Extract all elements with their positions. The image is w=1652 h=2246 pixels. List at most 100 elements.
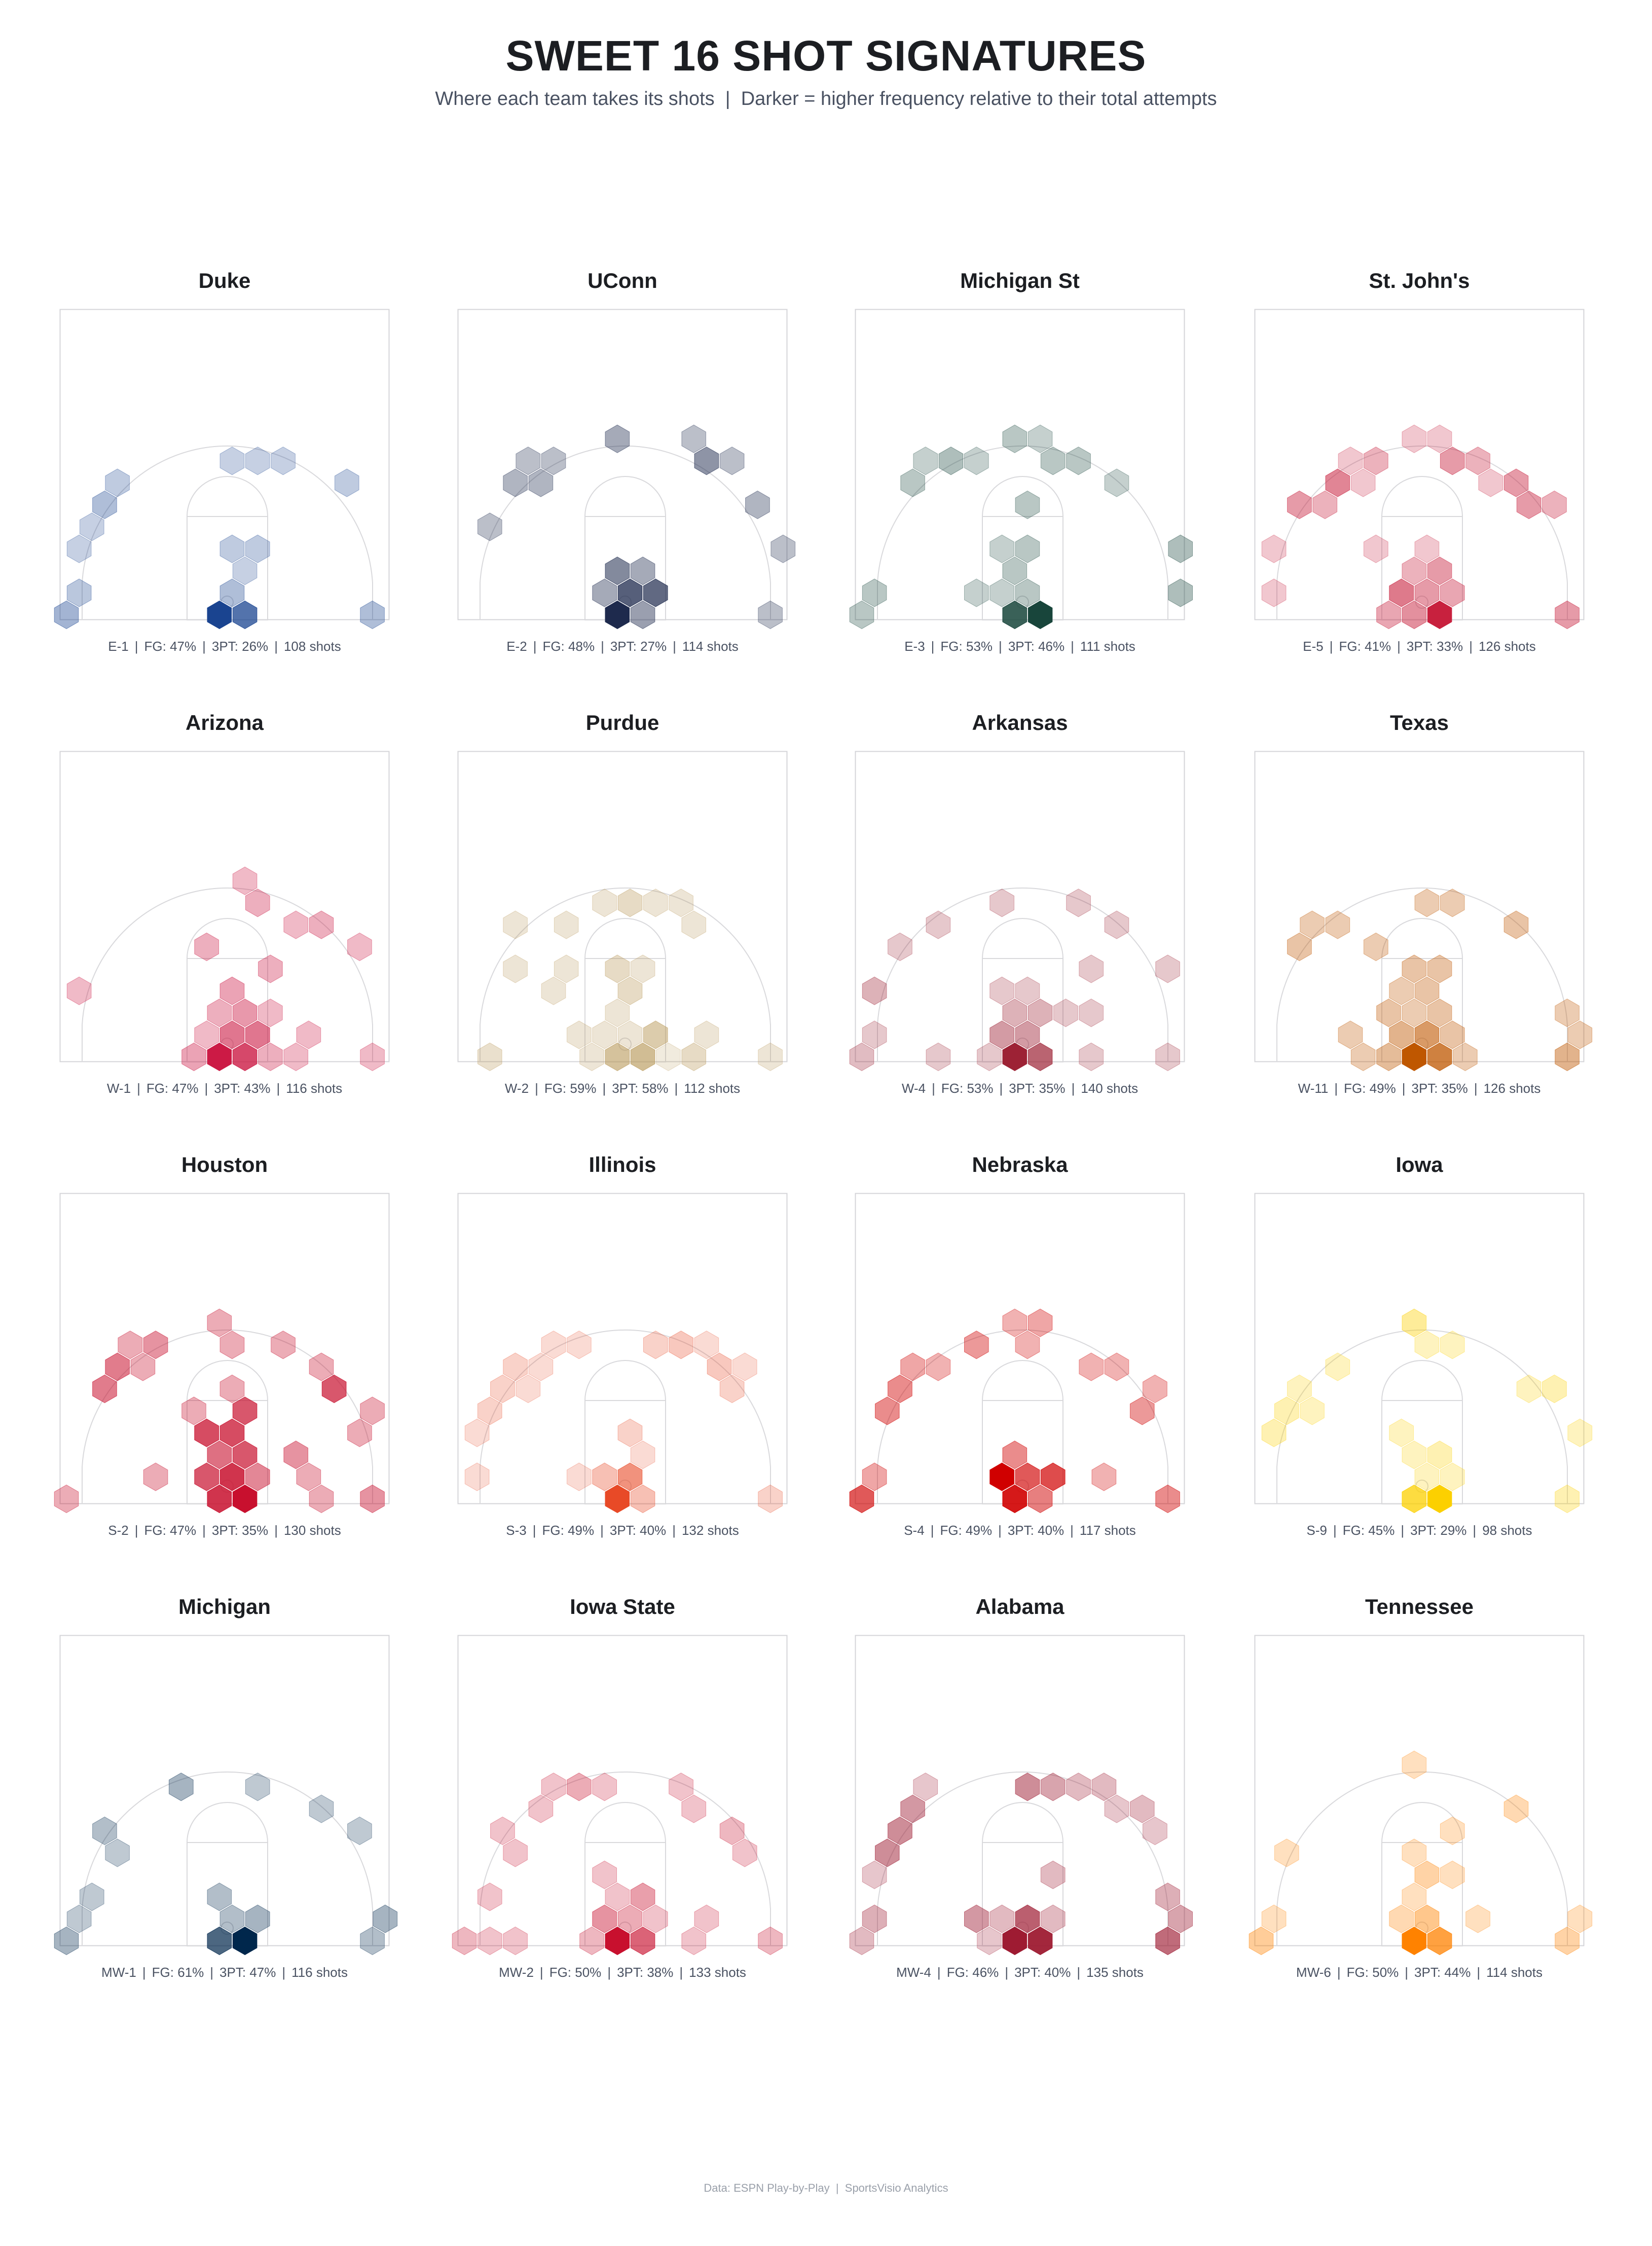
hex-bin bbox=[66, 1904, 92, 1933]
hex-bin bbox=[732, 1352, 757, 1381]
hex-bin bbox=[360, 1396, 385, 1425]
hex-bin bbox=[1027, 424, 1053, 453]
separator: | bbox=[1401, 1523, 1405, 1538]
hex-bin bbox=[1402, 999, 1427, 1027]
three-point-line bbox=[480, 445, 771, 620]
hex-bin bbox=[271, 447, 296, 475]
hex-bin bbox=[900, 468, 925, 497]
hex-bin bbox=[258, 1042, 283, 1072]
hex-bin bbox=[207, 600, 232, 630]
hex-bin bbox=[1155, 1926, 1180, 1956]
three-pt-label: 3PT: bbox=[1414, 1965, 1441, 1980]
hex-bin bbox=[207, 999, 232, 1027]
hex-bin bbox=[194, 1020, 219, 1049]
hex-bin bbox=[1104, 1794, 1129, 1823]
hex-bin bbox=[1364, 932, 1388, 962]
hex-bin bbox=[490, 1816, 515, 1846]
hex-bin bbox=[1427, 954, 1452, 983]
hex-bin bbox=[232, 866, 258, 895]
court-hexbin-plot bbox=[849, 309, 1193, 630]
separator: | bbox=[1397, 639, 1401, 654]
fg-value: 49% bbox=[966, 1523, 993, 1538]
hex-bin bbox=[900, 1352, 925, 1381]
three-point-line bbox=[877, 445, 1168, 620]
hex-bin bbox=[335, 468, 359, 497]
hex-bin bbox=[849, 1926, 874, 1956]
hex-bin bbox=[1414, 578, 1440, 607]
separator: | bbox=[1077, 1965, 1081, 1980]
hex-bin bbox=[1143, 1374, 1167, 1404]
hex-bin bbox=[913, 1773, 938, 1801]
separator: | bbox=[998, 1523, 1002, 1538]
court-hexbin-plot bbox=[1249, 1635, 1593, 1956]
hex-bin bbox=[875, 1838, 900, 1867]
hex-bin bbox=[1440, 1860, 1465, 1889]
hex-bin bbox=[1040, 1462, 1066, 1491]
hex-bin bbox=[1427, 999, 1452, 1027]
shots-value: 140 bbox=[1081, 1081, 1103, 1096]
three-point-line bbox=[480, 887, 771, 1062]
court-hexbin-plot bbox=[1254, 309, 1585, 630]
hex-bin bbox=[54, 600, 79, 630]
hex-bin bbox=[875, 1396, 900, 1425]
team-stats-caption: MW-6 | FG: 50% | 3PT: 44% | 114 shots bbox=[1224, 1965, 1614, 1980]
hex-bin bbox=[92, 490, 117, 520]
hex-bin bbox=[1427, 424, 1452, 453]
hex-bin bbox=[567, 1462, 592, 1491]
team-name: Michigan St bbox=[960, 269, 1080, 292]
hex-bin bbox=[1287, 490, 1312, 520]
hex-bin bbox=[1338, 447, 1363, 475]
hex-bin bbox=[1440, 1462, 1465, 1491]
separator: | bbox=[999, 639, 1002, 654]
hex-bin bbox=[1440, 1331, 1465, 1359]
free-throw-circle bbox=[982, 1802, 1063, 1843]
hex-bin bbox=[630, 1042, 655, 1072]
court-hexbin-plot bbox=[849, 1635, 1193, 1956]
hex-bin bbox=[592, 1020, 617, 1049]
hex-bin bbox=[1414, 1020, 1440, 1049]
hex-bin bbox=[926, 1352, 951, 1381]
separator: | bbox=[282, 1965, 286, 1980]
separator: | bbox=[539, 1965, 543, 1980]
hex-bin bbox=[643, 1904, 668, 1933]
hex-bin bbox=[1503, 468, 1529, 497]
hex-bin bbox=[592, 1773, 617, 1801]
hex-bin bbox=[143, 1462, 168, 1491]
hex-bin bbox=[54, 1484, 79, 1514]
team-name: St. John's bbox=[1369, 269, 1470, 292]
hex-bin bbox=[1478, 468, 1503, 497]
court-hexbin-plot bbox=[54, 309, 390, 630]
hex-bin bbox=[617, 1020, 643, 1049]
hex-bin bbox=[977, 1042, 1002, 1072]
hex-bin bbox=[1015, 490, 1040, 520]
hex-bin bbox=[169, 1773, 194, 1801]
fg-label: FG: bbox=[144, 1523, 166, 1538]
hex-bin bbox=[1274, 1396, 1299, 1425]
hex-bin bbox=[1350, 1042, 1376, 1072]
shots-label: shots bbox=[1106, 1081, 1139, 1096]
free-throw-circle bbox=[187, 1360, 268, 1401]
hex-bin bbox=[1091, 1462, 1117, 1491]
hex-bin bbox=[1414, 889, 1440, 917]
hex-bin bbox=[181, 1396, 206, 1425]
hex-bin bbox=[283, 1042, 308, 1072]
shots-label: shots bbox=[1104, 639, 1135, 654]
hex-bin bbox=[1555, 1484, 1580, 1514]
three-pt-value: 38% bbox=[647, 1965, 674, 1980]
hex-bin bbox=[232, 1042, 258, 1072]
court-hexbin-plot bbox=[54, 1193, 390, 1514]
hex-bin bbox=[1312, 490, 1338, 520]
hex-bin bbox=[66, 534, 92, 563]
hex-bin bbox=[541, 447, 566, 475]
hex-bin bbox=[528, 468, 554, 497]
hex-bin bbox=[360, 1484, 385, 1514]
hex-bin bbox=[554, 954, 579, 983]
hex-bin bbox=[1389, 578, 1414, 607]
hex-bin bbox=[989, 534, 1014, 563]
hex-bin bbox=[694, 1020, 719, 1049]
hex-bin bbox=[964, 447, 989, 475]
hex-bin bbox=[1091, 1773, 1117, 1801]
three-pt-label: 3PT: bbox=[211, 639, 238, 654]
team-name: Arizona bbox=[185, 711, 264, 734]
hex-bin bbox=[54, 1926, 79, 1956]
